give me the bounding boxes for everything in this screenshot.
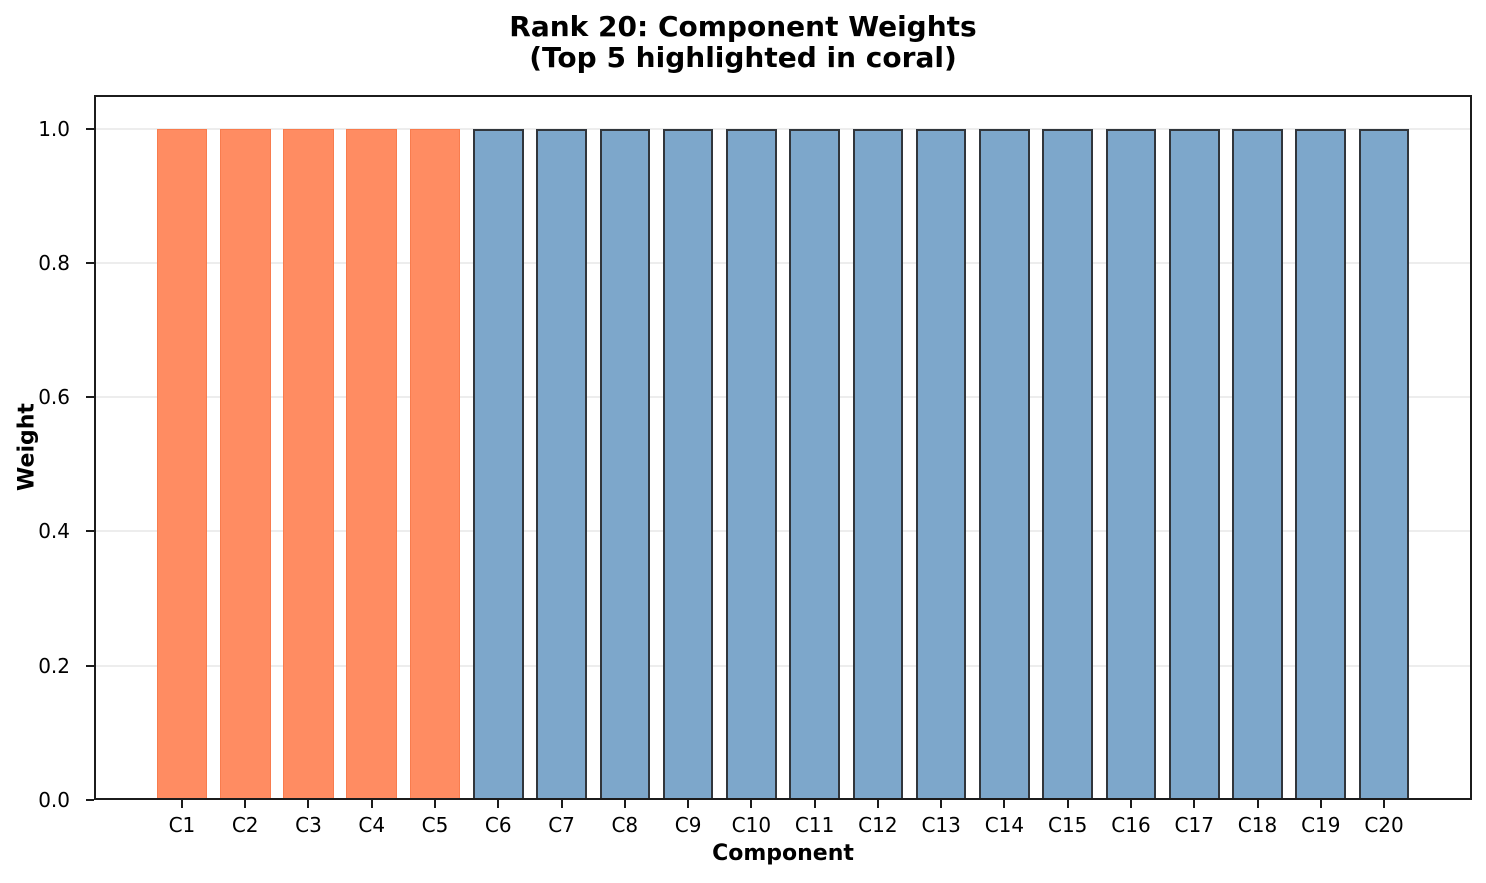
x-tick-label: C11	[794, 813, 835, 837]
bar-c19	[1295, 128, 1347, 800]
y-tick-label: 0.0	[38, 788, 70, 812]
x-tick-label: C13	[921, 813, 961, 837]
y-tick-label: 0.8	[38, 250, 70, 275]
y-tick-label: 0.4	[38, 519, 70, 544]
x-tick-label: C17	[1174, 813, 1214, 837]
x-tick	[434, 800, 437, 808]
x-tick	[244, 800, 247, 808]
x-tick-label: C19	[1301, 813, 1341, 837]
bar-c8	[599, 128, 651, 800]
x-tick	[1129, 800, 1132, 808]
plot-area	[94, 95, 1472, 800]
x-tick	[497, 800, 500, 808]
y-tick	[86, 127, 94, 130]
x-tick	[1193, 800, 1196, 808]
x-tick	[1003, 800, 1006, 808]
x-tick	[940, 800, 943, 808]
bar-c2	[219, 128, 271, 800]
x-tick-label: C12	[858, 813, 898, 837]
x-tick-label: C8	[611, 813, 639, 837]
bar-c15	[1042, 128, 1093, 800]
x-tick	[180, 800, 183, 808]
y-tick	[86, 530, 94, 533]
x-tick	[1256, 800, 1259, 808]
x-tick	[813, 800, 816, 808]
gridline	[94, 530, 1472, 533]
chart-title-line2: (Top 5 highlighted in coral)	[529, 41, 957, 74]
x-tick	[1066, 800, 1069, 808]
x-tick-label: C2	[231, 813, 259, 837]
x-tick-label: C20	[1364, 813, 1404, 837]
x-tick-label: C1	[168, 813, 196, 837]
x-tick	[876, 800, 879, 808]
x-tick	[1319, 800, 1322, 808]
x-tick-label: C14	[984, 813, 1025, 837]
x-tick	[623, 800, 626, 808]
x-tick-label: C4	[358, 813, 386, 837]
y-tick-label: 1.0	[38, 116, 70, 141]
bar-c6	[472, 128, 524, 800]
bar-c5	[409, 128, 461, 800]
x-tick	[307, 800, 310, 808]
bar-c18	[1232, 128, 1283, 800]
x-tick-label: C5	[421, 813, 449, 837]
x-tick-label: C7	[548, 813, 575, 837]
x-tick	[687, 800, 690, 808]
bar-c4	[346, 128, 398, 800]
y-axis-label: Weight	[14, 403, 40, 491]
x-tick	[750, 800, 753, 808]
bar-c14	[979, 128, 1030, 800]
y-tick-label: 0.2	[38, 653, 70, 678]
x-tick-label: C10	[731, 813, 772, 837]
bar-c12	[852, 128, 904, 800]
x-tick-label: C18	[1237, 813, 1278, 837]
x-tick	[560, 800, 563, 808]
bar-c11	[789, 128, 840, 800]
x-tick-label: C16	[1111, 813, 1151, 837]
x-tick-label: C15	[1047, 813, 1088, 837]
bar-c20	[1358, 128, 1410, 800]
y-tick	[86, 396, 94, 399]
gridline	[94, 261, 1472, 264]
gridline	[94, 664, 1472, 667]
chart-title: Rank 20: Component Weights (Top 5 highli…	[0, 11, 1486, 73]
bar-c16	[1105, 128, 1157, 800]
y-tick	[86, 799, 94, 801]
bar-c1	[156, 128, 208, 800]
gridline	[94, 396, 1472, 399]
x-tick	[1383, 800, 1386, 808]
bar-c3	[283, 128, 334, 800]
chart-title-line1: Rank 20: Component Weights	[509, 10, 977, 43]
x-axis-label: Component	[712, 841, 854, 866]
bar-c7	[536, 128, 587, 800]
bar-c9	[662, 128, 714, 800]
bar-c13	[915, 128, 967, 800]
bar-c17	[1168, 128, 1220, 800]
gridline	[94, 127, 1472, 130]
x-tick	[370, 800, 373, 808]
x-tick-label: C6	[484, 813, 512, 837]
y-tick	[86, 261, 94, 264]
x-tick-label: C3	[295, 813, 322, 837]
bar-c10	[726, 128, 777, 800]
y-tick	[86, 664, 94, 667]
x-tick-label: C9	[674, 813, 702, 837]
